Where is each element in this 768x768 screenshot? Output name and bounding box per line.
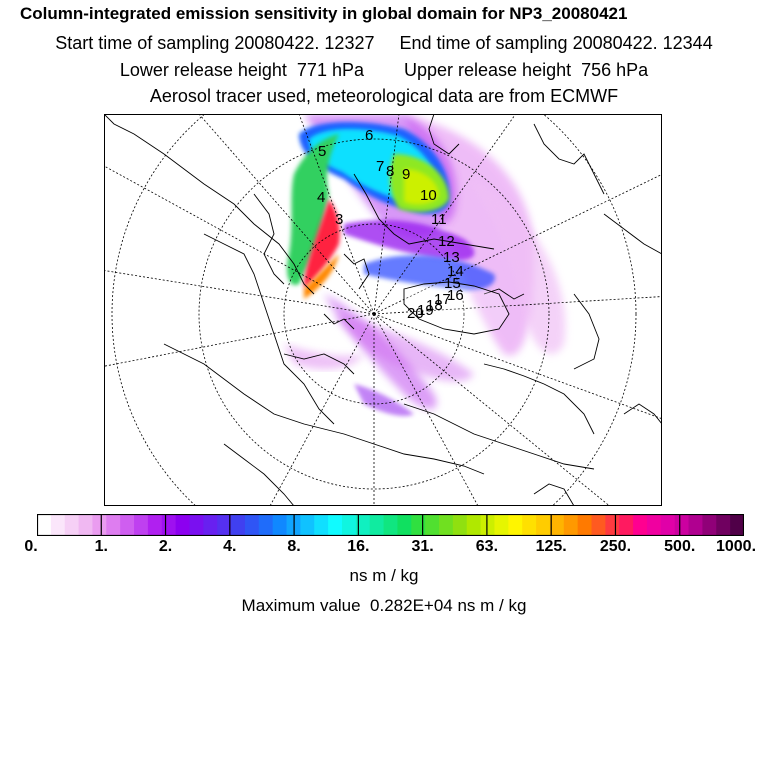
- release-height-line: Lower release height 771 hPa Upper relea…: [119, 60, 649, 80]
- colorbar-dividers: [100, 514, 681, 536]
- colorbar-cell: [439, 514, 454, 536]
- colorbar-cell: [120, 514, 135, 536]
- colorbar-cell: [37, 514, 52, 536]
- colorbar-cell: [147, 514, 163, 536]
- graticule: [104, 114, 662, 506]
- colorbar: [37, 514, 744, 536]
- plot-title: Column-integrated emission sensitivity i…: [20, 4, 628, 23]
- colorbar-cell: [217, 514, 232, 536]
- colorbar-cell: [134, 514, 149, 536]
- colorbar-cell: [591, 514, 606, 536]
- colorbar-tick-label: 8.: [287, 538, 301, 555]
- colorbar-cell: [189, 514, 204, 536]
- colorbar-tick-label: 16.: [347, 538, 370, 555]
- colorbar-cell: [522, 514, 537, 536]
- colorbar-tick-label: 1000.: [715, 538, 757, 555]
- colorbar-tick-label: 250.: [599, 538, 632, 555]
- colorbar-cell: [466, 514, 482, 536]
- colorbar-tick-label: 4.: [223, 538, 237, 555]
- traj-label-14: 14: [447, 263, 464, 280]
- max-value-label: Maximum value 0.282E+04 ns m / kg: [241, 596, 527, 615]
- units-label: ns m / kg: [349, 566, 419, 585]
- colorbar-cell: [175, 514, 190, 536]
- colorbar-cell: [355, 514, 371, 536]
- colorbar-cell: [300, 514, 315, 536]
- colorbar-cell: [619, 514, 634, 536]
- traj-label-20: 20: [407, 305, 424, 322]
- colorbar-cell: [231, 514, 246, 536]
- colorbar-tick-label: 2.: [158, 538, 173, 555]
- colorbar-cell: [646, 514, 662, 536]
- colorbar-cell: [674, 514, 690, 536]
- colorbar-tick-label: 0.: [24, 538, 38, 555]
- traj-label-9: 9: [402, 166, 410, 183]
- colorbar-cell: [688, 514, 703, 536]
- colorbar-tick-label: 63.: [475, 538, 499, 555]
- traj-label-5: 5: [318, 143, 326, 160]
- colorbar-cell: [92, 514, 107, 536]
- coastlines: [104, 114, 662, 506]
- traj-label-15: 15: [444, 275, 461, 292]
- colorbar-cell: [397, 514, 412, 536]
- colorbar-cell: [314, 514, 329, 536]
- colorbar-cell: [341, 514, 357, 536]
- traj-label-18: 18: [426, 297, 443, 314]
- tracer-info-line: Aerosol tracer used, meteorological data…: [149, 86, 619, 106]
- colorbar-tick-label: 31.: [411, 538, 434, 555]
- colorbar-cell: [716, 514, 731, 536]
- colorbar-cell: [549, 514, 565, 536]
- colorbar-tick-label: 1.: [94, 538, 108, 555]
- colorbar-frame: [37, 514, 744, 536]
- colorbar-cell: [50, 514, 66, 536]
- traj-label-7: 7: [376, 158, 384, 175]
- map-frame: [104, 114, 662, 506]
- traj-label-6: 6: [365, 127, 373, 144]
- colorbar-cell: [328, 514, 343, 536]
- colorbar-cell: [411, 514, 426, 536]
- colorbar-cell: [369, 514, 385, 536]
- traj-label-4: 4: [317, 189, 325, 206]
- colorbar-cell: [452, 514, 468, 536]
- colorbar-cell: [660, 514, 676, 536]
- colorbar-cell: [78, 514, 93, 536]
- sensitivity-map: 3 4 5 6 7 8 9 10 11 12 13 14 15 16 17 18…: [104, 114, 662, 506]
- colorbar-ticks: 0. 1. 2. 4. 8. 16. 31. 63. 125. 250. 500. 1000.: [0, 538, 768, 558]
- colorbar-cell: [633, 514, 648, 536]
- colorbar-cell: [425, 514, 440, 536]
- colorbar-cell: [508, 514, 523, 536]
- traj-label-16: 16: [447, 287, 464, 304]
- colorbar-cell: [244, 514, 260, 536]
- traj-label-10: 10: [420, 187, 437, 204]
- colorbar-cells: [37, 514, 744, 536]
- colorbar-cell: [577, 514, 593, 536]
- colorbar-cell: [536, 514, 551, 536]
- colorbar-cell: [64, 514, 80, 536]
- traj-label-8: 8: [386, 163, 394, 180]
- colorbar-cell: [563, 514, 579, 536]
- colorbar-cell: [730, 514, 744, 536]
- colorbar-cell: [480, 514, 495, 536]
- traj-label-13: 13: [443, 249, 460, 266]
- colorbar-cell: [203, 514, 218, 536]
- traj-label-19: 19: [417, 302, 434, 319]
- colorbar-cell: [383, 514, 398, 536]
- colorbar-cell: [605, 514, 620, 536]
- traj-label-3: 3: [335, 211, 343, 228]
- colorbar-cell: [106, 514, 121, 536]
- colorbar-tick-label: 500.: [664, 538, 696, 555]
- colorbar-cell: [258, 514, 274, 536]
- colorbar-cell: [161, 514, 177, 536]
- colorbar-cell: [272, 514, 288, 536]
- traj-label-17: 17: [434, 291, 451, 308]
- colorbar-cell: [702, 514, 717, 536]
- traj-label-12: 12: [438, 233, 455, 250]
- sensitivity-field: [284, 114, 566, 416]
- colorbar-tick-label: 125.: [535, 538, 567, 555]
- traj-label-11: 11: [431, 211, 447, 228]
- trajectory-labels: 3 4 5 6 7 8 9 10 11 12 13 14 15 16 17 18…: [317, 127, 464, 322]
- sampling-time-line: Start time of sampling 20080422. 12327 E…: [55, 33, 713, 53]
- colorbar-cell: [494, 514, 509, 536]
